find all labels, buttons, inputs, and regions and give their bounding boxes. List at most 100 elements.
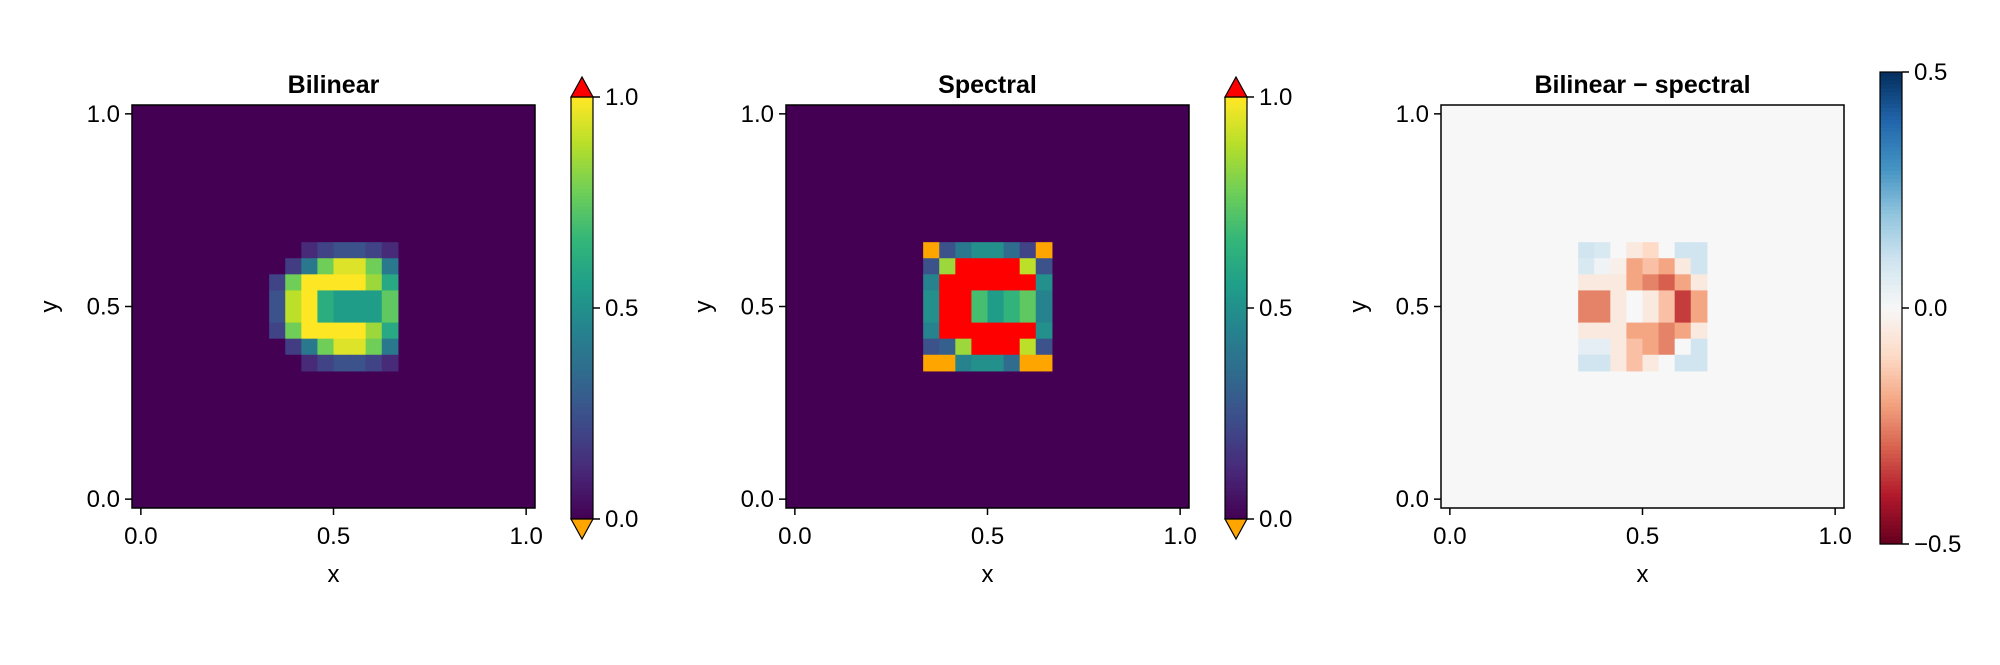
heatmap-cell xyxy=(285,274,302,292)
heatmap-cell xyxy=(285,258,302,275)
colorbar-segment xyxy=(1225,142,1247,147)
heatmap-cell xyxy=(301,306,319,324)
colorbar-segment xyxy=(1880,461,1902,466)
heatmap-cell xyxy=(1003,306,1021,324)
heatmap-cell xyxy=(939,258,956,275)
colorbar-segment xyxy=(1880,488,1902,494)
heatmap-cell xyxy=(365,242,383,259)
colorbar-segment xyxy=(571,487,593,492)
colorbar-segment xyxy=(1880,142,1902,148)
heatmap-cell xyxy=(923,354,940,372)
colorbar-segment xyxy=(1880,323,1902,329)
colorbar-segment xyxy=(1225,483,1247,488)
colorbar-lowclip-triangle xyxy=(569,518,595,541)
colorbar-segment xyxy=(571,163,593,168)
colorbar-segment xyxy=(571,248,593,253)
colorbar-segment xyxy=(1225,322,1247,327)
colorbar-segment xyxy=(1225,480,1247,485)
heatmap-cell xyxy=(285,242,302,259)
colorbar-segment xyxy=(571,325,593,330)
heatmap-cell xyxy=(923,290,940,308)
heatmap-cell xyxy=(939,338,956,356)
heatmap-cell xyxy=(955,306,973,324)
colorbar-tick-label: 0.5 xyxy=(605,295,638,322)
heatmap-cell xyxy=(1035,322,1053,340)
heatmap-cell xyxy=(971,290,989,308)
heatmap-cell xyxy=(971,322,989,340)
y-axis-label: y xyxy=(1345,301,1372,313)
colorbar-segment xyxy=(1225,487,1247,492)
heatmap-cell xyxy=(1035,306,1053,324)
colorbar-segment xyxy=(571,220,593,225)
colorbar-segment xyxy=(571,286,593,292)
heatmap-cell xyxy=(939,290,956,308)
heatmap-cell xyxy=(987,338,1005,356)
y-axis-label: y xyxy=(690,301,717,313)
colorbar-segment xyxy=(1880,245,1902,250)
colorbar-segment xyxy=(1225,318,1247,323)
colorbar-segment xyxy=(1880,363,1902,368)
heatmap-cell xyxy=(1019,354,1037,372)
heatmap-cell xyxy=(1674,274,1692,292)
colorbar-segment xyxy=(1880,414,1902,419)
heatmap-cell xyxy=(939,322,956,340)
colorbar-tick-label: 1.0 xyxy=(605,84,638,111)
colorbar-segment xyxy=(1880,115,1902,120)
colorbar-segment xyxy=(1225,399,1247,404)
heatmap-cell xyxy=(1690,274,1708,292)
heatmap-cell xyxy=(923,306,940,324)
colorbar-segment xyxy=(1225,441,1247,446)
colorbar-segment xyxy=(571,357,593,362)
heatmap-cell xyxy=(333,290,351,308)
heatmap-cell xyxy=(285,290,302,308)
colorbar-segment xyxy=(1880,343,1902,348)
colorbar-tick-label: 0.5 xyxy=(1914,59,1947,86)
heatmap-cell xyxy=(381,290,399,308)
colorbar-segment xyxy=(571,100,593,105)
heatmap-cell xyxy=(1674,306,1692,324)
heatmap-cell xyxy=(955,322,973,340)
colorbar-segment xyxy=(571,374,593,379)
colorbar-segment xyxy=(571,262,593,267)
colorbar-segment xyxy=(1225,406,1247,411)
colorbar-segment xyxy=(571,420,593,425)
colorbar-segment xyxy=(1880,150,1902,156)
heatmap-cell xyxy=(317,338,335,356)
colorbar-segment xyxy=(1225,265,1247,270)
heatmap-cell xyxy=(333,322,351,340)
colorbar-segment xyxy=(1880,138,1902,144)
heatmap-cell xyxy=(1019,338,1037,356)
colorbar-segment xyxy=(1225,146,1247,151)
colorbar-segment xyxy=(571,104,593,109)
y-tick-label: 1.0 xyxy=(1396,101,1429,128)
colorbar-segment xyxy=(1880,213,1902,219)
colorbar-segment xyxy=(1880,374,1902,380)
colorbar-segment xyxy=(571,202,593,207)
heatmap-cell xyxy=(1035,290,1053,308)
heatmap-cell xyxy=(1626,338,1644,356)
colorbar-segment xyxy=(1880,91,1902,97)
colorbar-segment xyxy=(1880,370,1902,376)
y-tick-label: 0.0 xyxy=(1396,486,1429,513)
heatmap-cell xyxy=(1658,274,1676,292)
colorbar-segment xyxy=(571,272,593,277)
heatmap-cell xyxy=(285,322,302,340)
colorbar-segment xyxy=(1880,292,1902,297)
heatmap-cell xyxy=(1594,322,1611,340)
colorbar-segment xyxy=(1225,402,1247,408)
colorbar-segment xyxy=(571,128,593,133)
heatmap-cell xyxy=(269,354,286,372)
colorbar-segment xyxy=(1880,209,1902,215)
colorbar-segment xyxy=(571,501,593,506)
colorbar-segment xyxy=(1225,300,1247,306)
heatmap-cell xyxy=(1642,258,1660,275)
heatmap-cell xyxy=(1674,322,1692,340)
colorbar-segment xyxy=(1880,445,1902,451)
colorbar-segment xyxy=(1880,111,1902,116)
y-tick-label: 0.5 xyxy=(1396,294,1429,321)
colorbar-segment xyxy=(1880,473,1902,478)
colorbar-segment xyxy=(1225,466,1247,471)
colorbar-segment xyxy=(1880,536,1902,541)
colorbar-segment xyxy=(571,367,593,372)
colorbar-segment xyxy=(1225,336,1247,341)
